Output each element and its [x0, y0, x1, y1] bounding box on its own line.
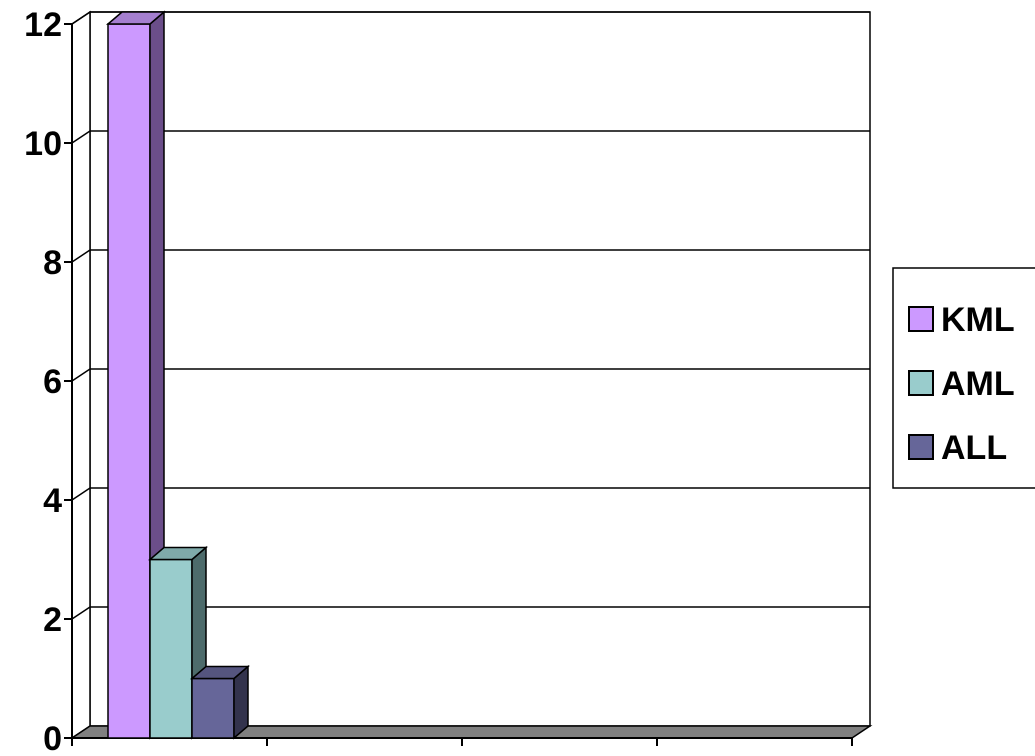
bar-top	[189, 665, 251, 680]
y-tick-label: 6	[43, 363, 62, 401]
y-tick-label: 4	[43, 482, 62, 520]
bar-front	[149, 558, 193, 739]
y-tick-label: 2	[43, 601, 62, 639]
legend-swatch-aml	[908, 370, 934, 396]
bar-front	[107, 23, 151, 739]
y-tick-label: 8	[43, 244, 62, 282]
legend-swatch-all	[908, 434, 934, 460]
y-tick-label: 10	[24, 125, 62, 163]
y-tick-label: 0	[43, 720, 62, 756]
gridlines	[71, 11, 870, 620]
gridline-6	[71, 368, 870, 382]
legend-swatch-kml	[908, 306, 934, 332]
gridline-4	[71, 487, 870, 501]
x-axis-ticks	[71, 738, 853, 746]
y-axis-ticks: 0 2 4 6 8 10 12	[24, 6, 72, 756]
legend: KML AML ALL	[892, 267, 1035, 489]
gridline-8	[71, 249, 870, 263]
gridline-2	[71, 606, 870, 620]
bars	[105, 10, 251, 740]
legend-label-aml: AML	[941, 365, 1015, 403]
bar-top	[147, 546, 209, 561]
bar-front	[191, 677, 235, 739]
bar-top	[105, 11, 167, 25]
gridline-12	[71, 11, 870, 25]
legend-label-all: ALL	[941, 429, 1007, 467]
legend-label-kml: KML	[941, 301, 1015, 339]
gridline-10	[71, 130, 870, 144]
y-tick-label: 12	[24, 6, 62, 44]
bar-kml	[105, 10, 167, 740]
bar-all	[189, 664, 251, 740]
